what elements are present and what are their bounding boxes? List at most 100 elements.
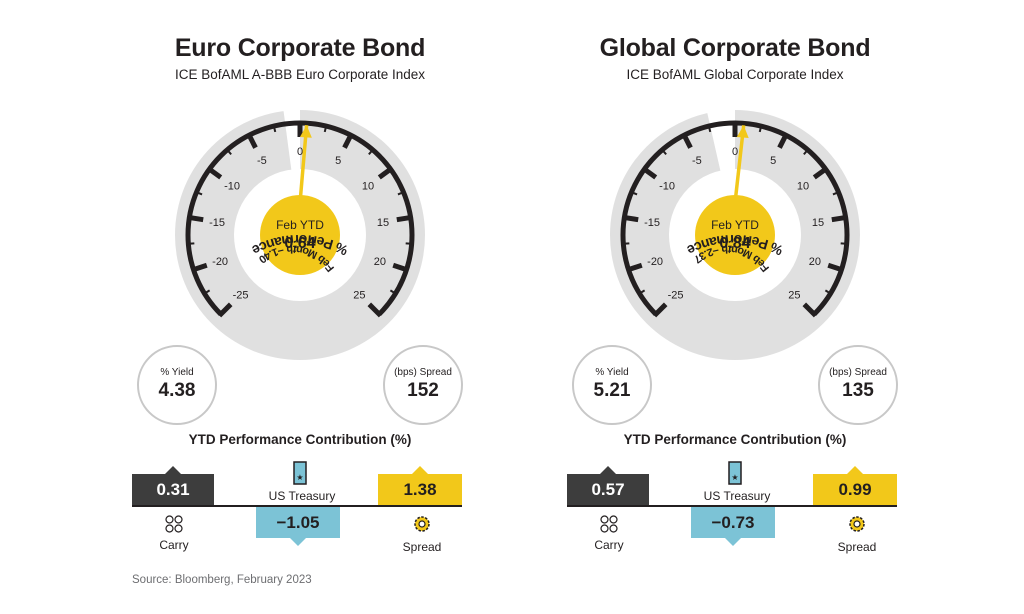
center-label: Feb YTD: [711, 218, 759, 232]
gauge-needle-head: [736, 125, 749, 138]
spread-contribution-label: Spread: [402, 540, 442, 554]
panel-title: Euro Corporate Bond: [174, 34, 426, 62]
treasury-bill-icon: ★: [728, 461, 742, 485]
gauge-tick: [827, 262, 845, 273]
gauge-minor-tick: [758, 125, 763, 133]
svg-text:★: ★: [731, 473, 738, 482]
gauge-needle: [298, 125, 309, 204]
carry-arrow: [600, 466, 616, 474]
spread-circle: (bps) Spread 135: [818, 345, 898, 425]
carry-value: 0.57: [567, 474, 649, 505]
center-value: 0.64: [284, 235, 315, 252]
gauge-minor-tick: [272, 125, 277, 133]
gauge-tick-label: 5: [335, 155, 341, 167]
gauge-minor-tick: [824, 289, 832, 295]
gauge-tick-label: 25: [353, 289, 365, 301]
gauge-minor-tick: [638, 289, 646, 295]
gauge-tick-label: -5: [692, 155, 702, 167]
yield-value: 4.38: [158, 380, 196, 401]
spread-label: (bps) Spread: [829, 367, 887, 378]
gauge-tick-label: -25: [233, 289, 249, 301]
gauge-minor-tick: [226, 149, 232, 156]
gauge-tick-label: -20: [647, 256, 663, 268]
yield-circle: % Yield 5.21: [572, 345, 652, 425]
gauge-tick: [641, 165, 658, 180]
carry-value: 0.31: [132, 474, 214, 505]
spread-arrow: [847, 466, 863, 474]
euro-corporate-panel: Euro Corporate Bond ICE BofAML A-BBB Eur…: [132, 34, 463, 586]
gauge-tick: [681, 132, 693, 149]
gauge-tick: [246, 132, 258, 149]
gauge-tick: [802, 302, 818, 318]
gauge-tick: [377, 165, 394, 180]
gauge-tick-label: 10: [797, 181, 809, 193]
gauge-tick: [831, 214, 848, 223]
gauge-tick-label: -10: [224, 181, 240, 193]
gauge-tick: [342, 132, 354, 149]
gear-icon: [414, 516, 430, 532]
gauge-tick-label: 25: [788, 289, 800, 301]
gauge-center: [260, 195, 340, 275]
gauge-tick: [206, 165, 223, 180]
gauge-minor-tick: [203, 289, 211, 295]
gauge-tick: [367, 302, 383, 318]
gauge-tick-label: -5: [257, 155, 267, 167]
source-note: Source: Bloomberg, February 2023: [132, 574, 312, 586]
spread-value: 135: [842, 380, 874, 401]
carry-label: Carry: [594, 538, 624, 552]
gauge-tick-label: 0: [732, 146, 738, 158]
spread-value: 152: [407, 380, 439, 401]
carry-arrow: [165, 466, 181, 474]
gauge-tick-label: 15: [377, 217, 389, 229]
gauge-center: [695, 195, 775, 275]
panel-subtitle: ICE BofAML Global Corporate Index: [626, 67, 844, 82]
contribution-title: YTD Performance Contribution (%): [188, 432, 412, 447]
contribution-baseline: [567, 505, 897, 507]
gauge-needle: [733, 125, 746, 204]
treasury-label: US Treasury: [703, 489, 771, 503]
gauge-tick: [187, 214, 204, 223]
gauge-tick-label: 10: [362, 181, 374, 193]
gauge-minor-tick: [368, 149, 374, 156]
gauge-tick-label: 5: [770, 155, 776, 167]
gauge-tick-label: 20: [374, 256, 386, 268]
gauge-tick-label: 20: [809, 256, 821, 268]
gauge-minor-tick: [707, 125, 712, 133]
svg-text:★: ★: [296, 473, 303, 482]
gauge-tick: [392, 262, 410, 273]
treasury-value: −1.05: [256, 507, 340, 538]
spread-contribution-value: 0.99: [813, 474, 897, 505]
contribution-baseline: [132, 505, 462, 507]
gauge-minor-tick: [323, 125, 328, 133]
gauge-minor-tick: [389, 289, 397, 295]
gauge-tick: [217, 302, 233, 318]
gauge-minor-tick: [631, 191, 638, 196]
treasury-arrow: [290, 538, 306, 546]
gauge-tick-label: -20: [212, 256, 228, 268]
yield-value: 5.21: [593, 380, 631, 401]
carry-label: Carry: [159, 538, 189, 552]
global-corporate-panel: Global Corporate Bond ICE BofAML Global …: [435, 0, 947, 614]
yield-circle: % Yield 4.38: [137, 345, 217, 425]
gauge-tick-label: -15: [644, 217, 660, 229]
center-label: Feb YTD: [276, 218, 324, 232]
gauge-tick: [190, 262, 208, 273]
spread-circle: (bps) Spread 152: [383, 345, 463, 425]
coins-icon: [600, 515, 618, 533]
spread-contribution-value: 1.38: [378, 474, 462, 505]
gauge-minor-tick: [196, 191, 203, 196]
gauge-tick: [777, 132, 789, 149]
gauge-minor-tick: [803, 149, 809, 156]
treasury-value: −0.73: [691, 507, 775, 538]
gauge-minor-tick: [832, 191, 839, 196]
gauge-tick-label: 15: [812, 217, 824, 229]
spread-arrow: [412, 466, 428, 474]
gauge-tick: [812, 165, 829, 180]
gauge-tick-label: 0: [297, 146, 303, 158]
yield-label: % Yield: [160, 367, 194, 378]
gauge-needle-head: [299, 125, 312, 138]
center-value: 0.84: [719, 235, 750, 252]
gauge-minor-tick: [661, 149, 667, 156]
gauge-tick: [625, 262, 643, 273]
spread-label: (bps) Spread: [394, 367, 452, 378]
